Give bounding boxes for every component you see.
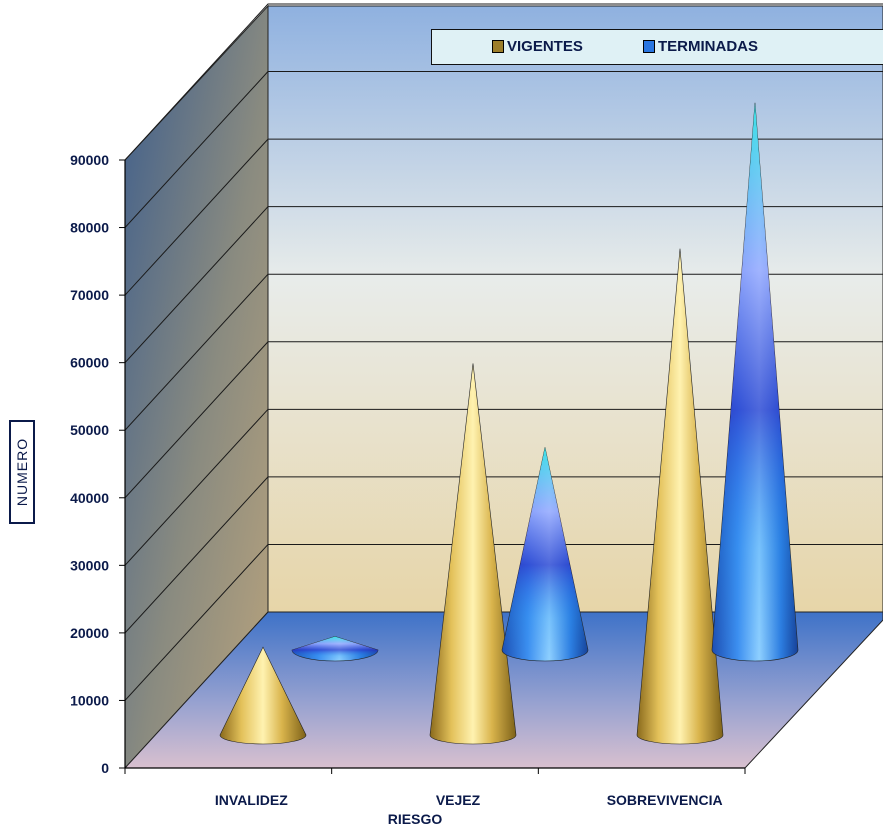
cone-terminadas — [711, 102, 799, 662]
y-axis-title-box: NUMERO — [9, 420, 35, 524]
category-label: INVALIDEZ — [215, 792, 288, 808]
legend-label-terminadas: TERMINADAS — [658, 38, 758, 55]
gridline — [124, 206, 883, 364]
y-tick-label: 60000 — [70, 355, 109, 371]
gridline — [124, 71, 883, 228]
y-tick-label: 50000 — [70, 422, 109, 438]
legend-item-terminadas: TERMINADAS — [643, 38, 758, 55]
gridline — [124, 3, 883, 161]
cones — [219, 102, 799, 745]
y-tick-label: 30000 — [70, 557, 109, 573]
y-axis-title: NUMERO — [14, 437, 30, 507]
legend-swatch-vigentes — [492, 40, 504, 53]
cone-terminadas — [501, 447, 589, 662]
y-tick-label: 80000 — [70, 220, 109, 236]
category-label: VEJEZ — [436, 792, 481, 808]
y-tick-label: 90000 — [70, 152, 109, 168]
back-wall — [267, 5, 883, 613]
y-tick-label: 40000 — [70, 490, 109, 506]
y-tick-label: 0 — [101, 760, 109, 776]
x-axis — [124, 767, 746, 774]
y-axis: 0 10000 20000 30000 40000 50000 60000 70000 8000… — [70, 152, 126, 776]
legend-label-vigentes: VIGENTES — [507, 38, 583, 55]
legend-swatch-terminadas — [643, 40, 655, 53]
cone-vigentes — [636, 248, 724, 745]
cone-vigentes — [429, 363, 517, 745]
category-label: SOBREVIVENCIA — [607, 792, 723, 808]
cone-terminadas — [291, 636, 379, 662]
category-labels: INVALIDEZ VEJEZ SOBREVIVENCIA — [215, 792, 723, 808]
gridline — [124, 138, 883, 296]
y-tick-label: 70000 — [70, 287, 109, 303]
x-axis-title: RIESGO — [388, 811, 443, 827]
y-tick-label: 20000 — [70, 625, 109, 641]
y-tick-label: 10000 — [70, 692, 109, 708]
legend-item-vigentes: VIGENTES — [492, 38, 583, 55]
legend: VIGENTES TERMINADAS — [431, 29, 883, 65]
cone-vigentes — [219, 646, 307, 745]
